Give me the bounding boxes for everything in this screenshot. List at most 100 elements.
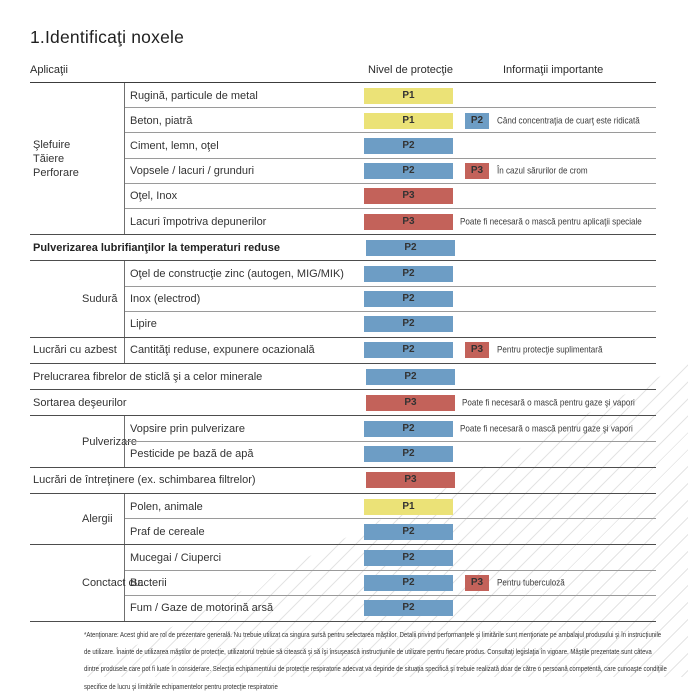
column-header-protection-level: Nivel de protecţie xyxy=(368,64,453,76)
info-note: Pentru protecţie suplimentară xyxy=(497,344,603,356)
table-group: Alergii Polen, animale P1 Praf de cereale P2 xyxy=(30,494,656,546)
row-label: Oţel de construcţie zinc (autogen, MIG/M… xyxy=(130,267,344,280)
info-note: Poate fi necesară o mască pentru aplicaţ… xyxy=(460,216,642,228)
protection-level-bar: P2 xyxy=(364,446,453,463)
group-rows: Polen, animale P1 Praf de cereale P2 xyxy=(125,494,656,544)
group-label: Şlefuire Tăiere Perforare xyxy=(30,83,125,235)
protection-level-bar: P2 xyxy=(364,600,453,617)
table-group: Lucrări cu azbest Cantităţi reduse, expun… xyxy=(30,337,656,365)
footnote-line: dintre produsele care pot fi luate în co… xyxy=(84,664,667,674)
table-row: Rugină, particule de metal P1 xyxy=(125,83,656,109)
row-label: Prelucrarea fibrelor de sticlă şi a celo… xyxy=(33,370,263,383)
footnote-line: *Atenţionare: Acest ghid are rol de prez… xyxy=(84,630,662,639)
group-rows: Pulverizarea lubrifianţilor la temperatu… xyxy=(30,235,656,260)
row-label: Pesticide pe bază de apă xyxy=(130,448,254,461)
row-label: Mucegai / Ciuperci xyxy=(130,551,222,564)
row-label: Polen, animale xyxy=(130,500,203,513)
protection-level-bar: P1 xyxy=(364,498,453,515)
row-label: Vopsire prin pulverizare xyxy=(130,423,245,436)
row-label: Vopsele / lacuri / grunduri xyxy=(130,165,255,178)
group-label: Sudură xyxy=(30,261,125,337)
table-row: Ciment, lemn, oţel P2 xyxy=(125,133,656,159)
table-group: Lucrări de întreţinere (ex. schimbarea f… xyxy=(30,468,656,494)
row-label: Lacuri împotriva depunerilor xyxy=(130,215,267,228)
protection-level-bar: P3 xyxy=(364,188,453,205)
info-note: Pentru tuberculoză xyxy=(497,577,565,589)
table-row: Pesticide pe bază de apă P2 xyxy=(125,442,656,467)
protection-level-bar: P3 xyxy=(364,213,453,230)
table-row: Prelucrarea fibrelor de sticlă şi a celo… xyxy=(30,364,656,389)
info-note: Poate fi necesară o mască pentru gaze şi… xyxy=(460,423,633,435)
row-label: Lucrări de întreţinere (ex. schimbarea f… xyxy=(33,474,256,487)
protection-level-bar: P2 xyxy=(364,575,453,592)
table-row: Lucrări de întreţinere (ex. schimbarea f… xyxy=(30,468,656,493)
table-row: Inox (electrod) P2 xyxy=(125,287,656,312)
table-row: Pulverizarea lubrifianţilor la temperatu… xyxy=(30,235,656,260)
row-label: Lipire xyxy=(130,318,157,331)
table-group: Pulverizarea lubrifianţilor la temperatu… xyxy=(30,235,656,262)
protection-level-bar: P2 xyxy=(366,239,455,256)
protection-level-bar: P2 xyxy=(364,549,453,566)
table-row: Praf de cereale P2 xyxy=(125,519,656,544)
table-row: Beton, piatră P1 P2 Când concentraţia de cu… xyxy=(125,108,656,134)
row-label: Beton, piatră xyxy=(130,114,193,127)
info-note: În cazul sărurilor de crom xyxy=(497,165,588,177)
table-group: Prelucrarea fibrelor de sticlă şi a celo… xyxy=(30,364,656,391)
group-rows: Sortarea deşeurilor P3 Poate fi necesară o… xyxy=(30,390,656,415)
protection-level-bar: P1 xyxy=(364,87,453,104)
row-label: Cantităţi reduse, expunere ocazională xyxy=(130,344,315,357)
row-label: Bacterii xyxy=(130,577,167,590)
group-rows: Rugină, particule de metal P1 Beton, piatr… xyxy=(125,83,656,234)
table-row: Polen, animale P1 xyxy=(125,494,656,520)
table-row: Oţel, Inox P3 xyxy=(125,184,656,210)
protection-level-badge: P3 xyxy=(465,342,489,359)
protection-level-bar: P2 xyxy=(364,265,453,282)
table-row: Oţel de construcţie zinc (autogen, MIG/M… xyxy=(125,261,656,287)
table-row: Fum / Gaze de motorină arsă P2 xyxy=(125,596,656,621)
table-group: Pulverizare Vopsire prin pulverizare P2 Poa… xyxy=(30,416,656,468)
table-row: Cantităţi reduse, expunere ocazională P2 P… xyxy=(125,338,656,363)
info-note: Când concentraţia de cuarţ este ridicată xyxy=(497,115,640,127)
protection-level-bar: P1 xyxy=(364,112,453,129)
table-group: Sortarea deşeurilor P3 Poate fi necesară o… xyxy=(30,390,656,417)
protection-level-badge: P3 xyxy=(465,163,489,180)
group-label: Pulverizare xyxy=(30,416,137,467)
protection-level-bar: P2 xyxy=(364,523,453,540)
group-label: Alergii xyxy=(30,494,125,545)
table-row: Vopsele / lacuri / grunduri P2 P3 În cazul … xyxy=(125,159,656,184)
table-row: Bacterii P2 P3 Pentru tuberculoză xyxy=(125,571,656,596)
table-group: Conctact cu: Mucegai / Ciuperci P2 Bacterii… xyxy=(30,545,656,622)
table-group: Sudură Oţel de construcţie zinc (autogen,… xyxy=(30,261,656,338)
table-row: Sortarea deşeurilor P3 Poate fi necesară o… xyxy=(30,390,656,415)
row-label: Sortarea deşeurilor xyxy=(33,396,127,409)
group-rows: Vopsire prin pulverizare P2 Poate fi neces… xyxy=(125,416,656,466)
column-header-important-info: Informaţii importante xyxy=(503,64,604,76)
table-row: Lipire P2 xyxy=(125,312,656,337)
protection-level-badge: P2 xyxy=(465,112,489,129)
protection-level-bar: P3 xyxy=(366,394,455,411)
protection-level-bar: P2 xyxy=(364,342,453,359)
group-rows: Mucegai / Ciuperci P2 Bacterii P2 P3 Pentru t… xyxy=(125,545,656,621)
group-rows: Cantităţi reduse, expunere ocazională P2 P… xyxy=(125,338,656,363)
group-rows: Prelucrarea fibrelor de sticlă şi a celo… xyxy=(30,364,656,389)
protection-level-bar: P2 xyxy=(364,137,453,154)
row-label: Praf de cereale xyxy=(130,525,205,538)
hazard-table: Şlefuire Tăiere Perforare Rugină, particu… xyxy=(30,82,656,622)
row-label: Pulverizarea lubrifianţilor la temperatu… xyxy=(33,241,280,254)
table-row: Vopsire prin pulverizare P2 Poate fi neces… xyxy=(125,416,656,442)
group-rows: Oţel de construcţie zinc (autogen, MIG/M… xyxy=(125,261,656,337)
page-title: 1.Identificaţi noxele xyxy=(30,27,185,47)
protection-level-badge: P3 xyxy=(465,575,489,592)
protection-level-bar: P2 xyxy=(366,368,455,385)
row-label: Inox (electrod) xyxy=(130,293,201,306)
row-label: Oţel, Inox xyxy=(130,190,178,203)
protection-level-bar: P2 xyxy=(364,421,453,438)
protection-level-bar: P3 xyxy=(366,472,455,489)
group-label: Conctact cu: xyxy=(30,545,143,621)
footnote-line: specifice de lucru şi limitările echipam… xyxy=(84,681,278,691)
table-group: Şlefuire Tăiere Perforare Rugină, particu… xyxy=(30,83,656,236)
protection-level-bar: P2 xyxy=(364,291,453,308)
row-label: Fum / Gaze de motorină arsă xyxy=(130,602,274,615)
protection-level-bar: P2 xyxy=(364,163,453,180)
